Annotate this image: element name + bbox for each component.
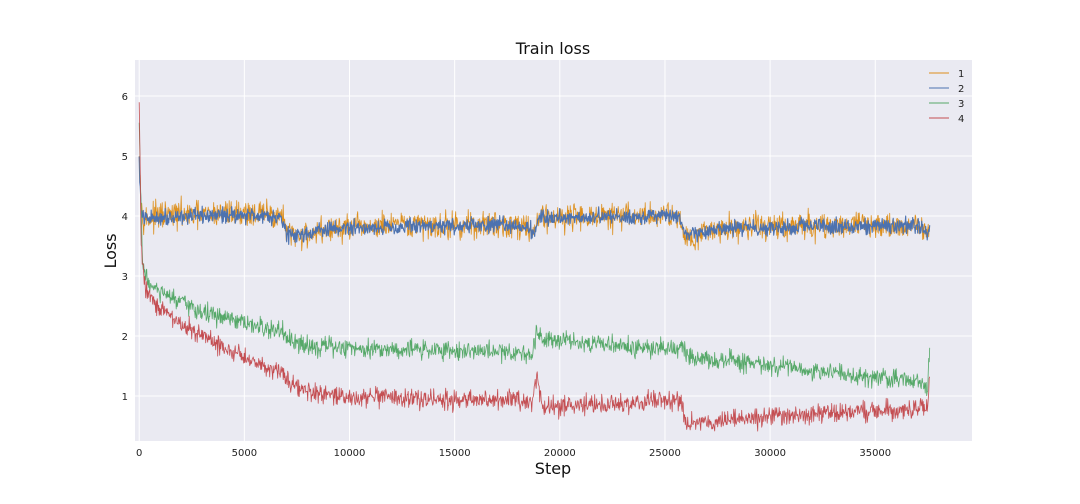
y-axis-ticks: 1 2 3 4 5 6	[122, 92, 128, 403]
legend-label-2: 2	[958, 84, 964, 95]
y-axis-label: Loss	[101, 233, 120, 268]
y-tick-label: 6	[122, 92, 128, 103]
y-tick-label: 1	[122, 392, 128, 403]
y-tick-label: 4	[122, 212, 128, 223]
plot-area	[135, 60, 972, 441]
gridlines	[135, 60, 972, 441]
legend: 1 2 3 4	[929, 69, 964, 125]
x-tick-label: 10000	[334, 448, 366, 459]
x-tick-label: 30000	[754, 448, 786, 459]
chart-title: Train loss	[515, 39, 590, 58]
x-tick-label: 20000	[544, 448, 576, 459]
series-line-1	[138, 156, 930, 252]
x-tick-label: 0	[136, 448, 142, 459]
x-tick-label: 15000	[439, 448, 471, 459]
y-tick-label: 2	[122, 332, 128, 343]
series-line-2	[138, 156, 931, 245]
y-tick-label: 3	[122, 272, 128, 283]
x-tick-label: 35000	[859, 448, 891, 459]
series-line-4	[138, 102, 931, 432]
y-tick-label: 5	[122, 152, 128, 163]
series-lines	[138, 102, 931, 432]
x-axis-ticks: 0 5000 10000 15000 20000 25000 30000 35000	[136, 448, 891, 459]
x-tick-label: 25000	[649, 448, 681, 459]
legend-label-3: 3	[958, 99, 964, 110]
series-line-3	[138, 122, 931, 397]
x-axis-label: Step	[535, 459, 571, 478]
legend-label-1: 1	[958, 69, 964, 80]
legend-label-4: 4	[958, 114, 964, 125]
x-tick-label: 5000	[232, 448, 257, 459]
